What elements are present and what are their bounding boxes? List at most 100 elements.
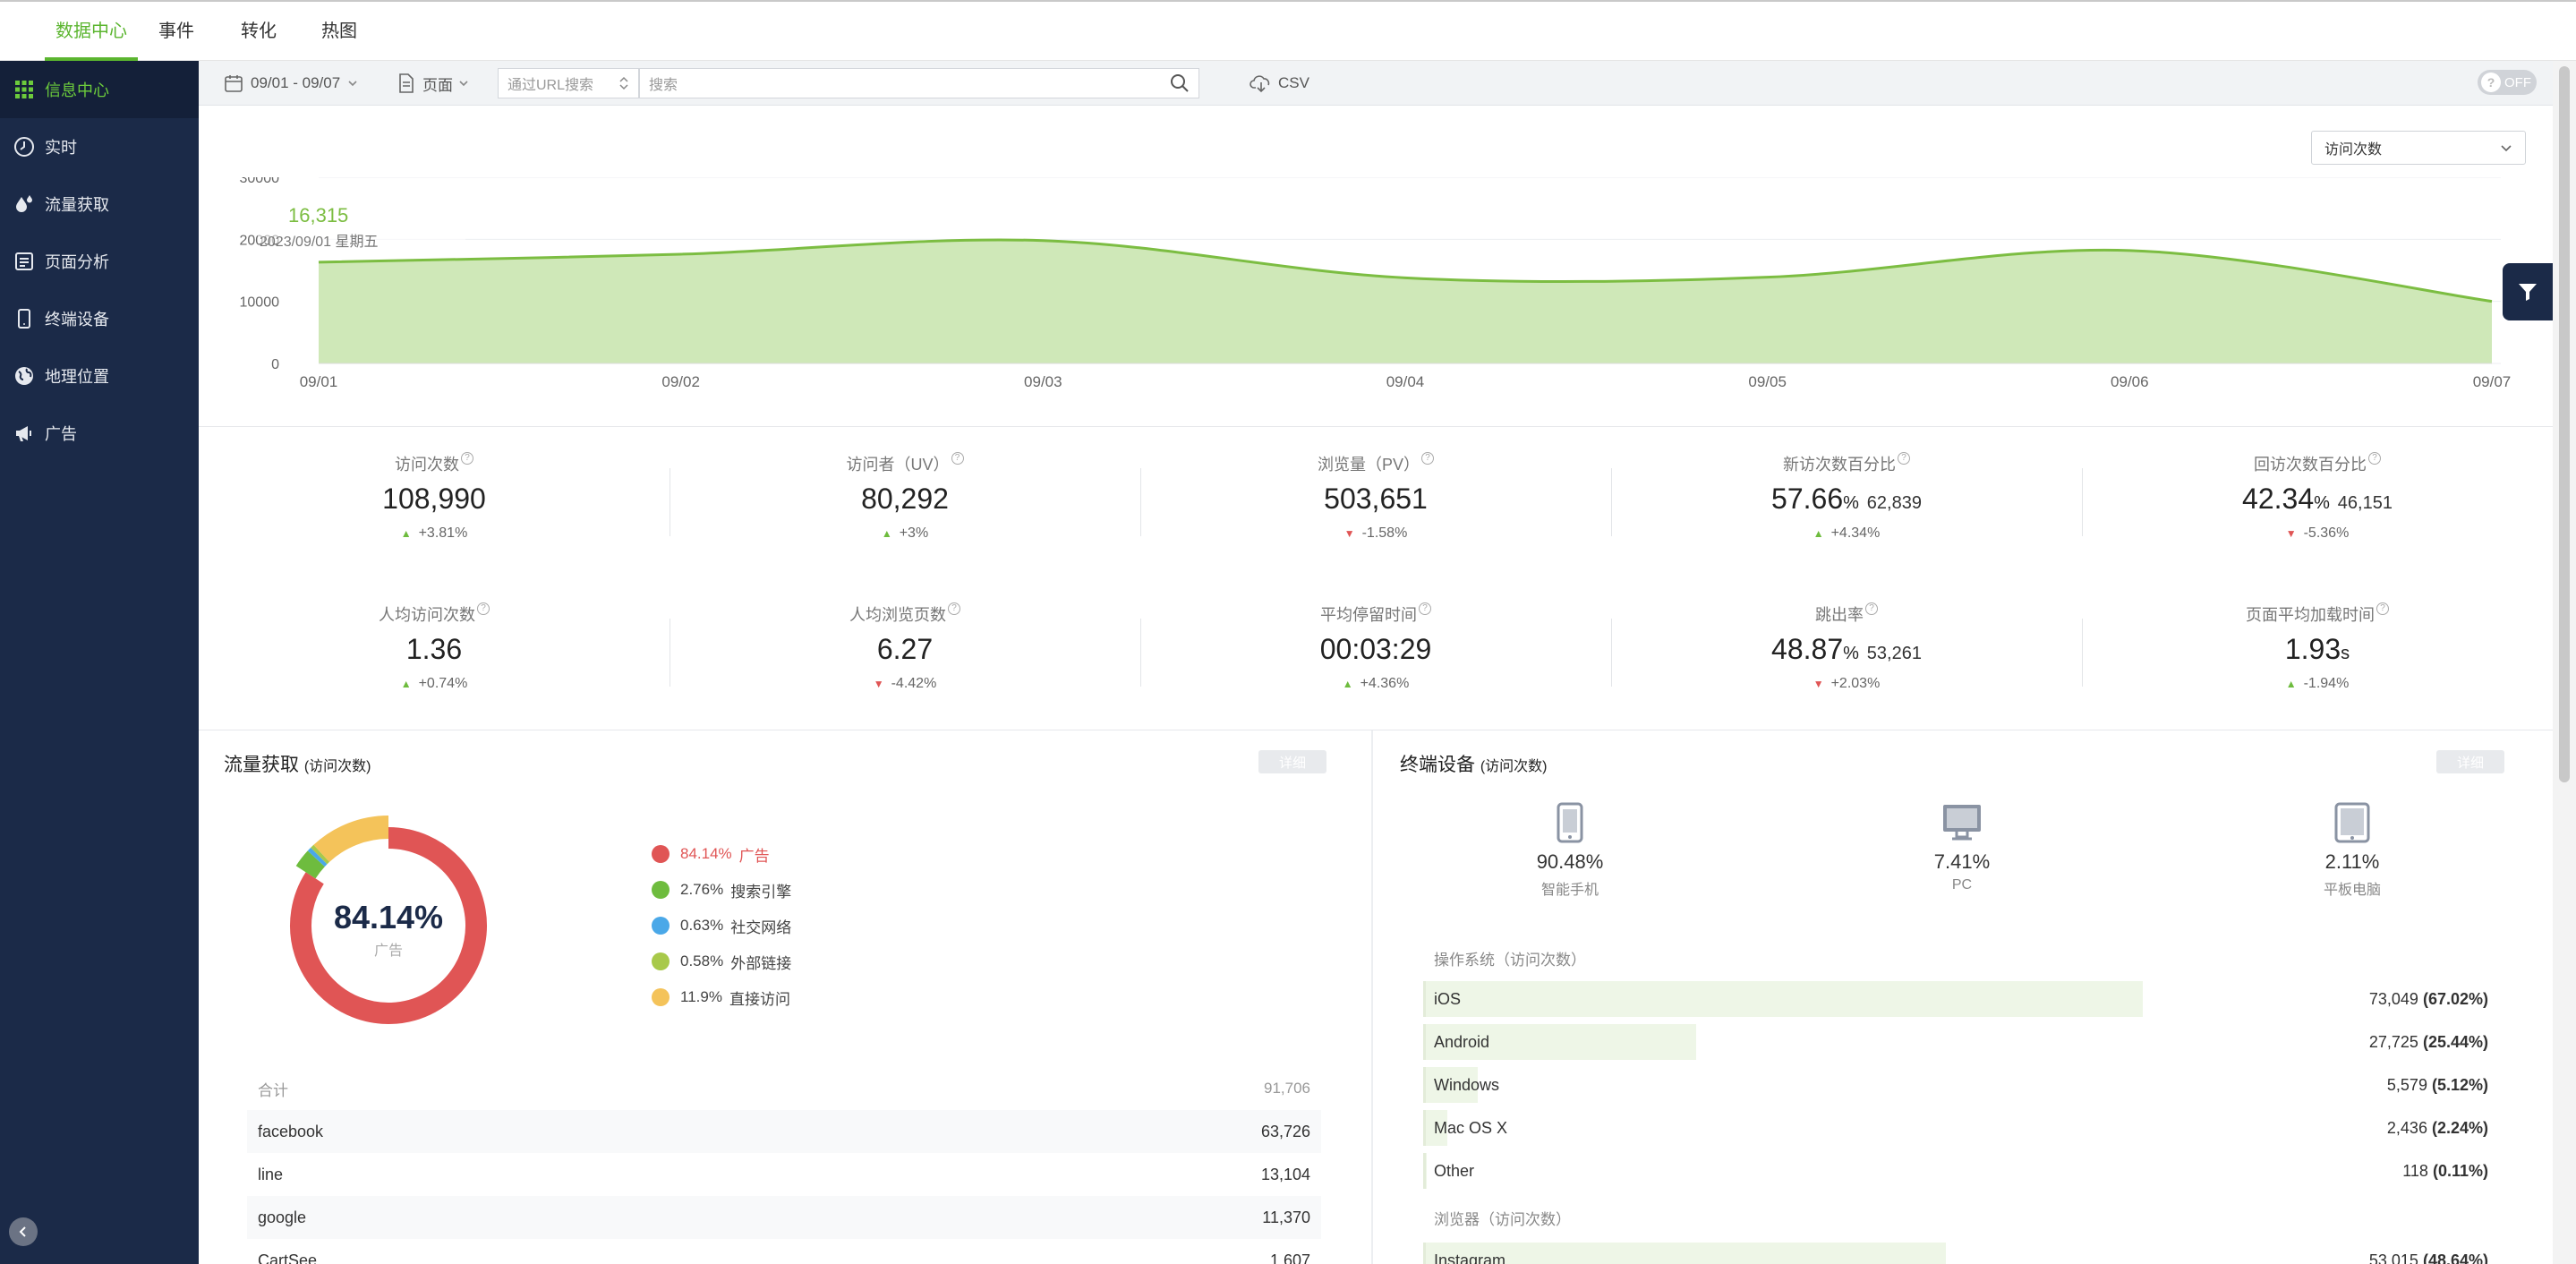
drops-icon	[13, 192, 36, 216]
x-tick-label: 09/06	[2111, 373, 2149, 390]
help-icon[interactable]: ?	[2376, 602, 2389, 615]
table-row[interactable]: CartSee 1,607	[247, 1239, 1321, 1264]
help-icon[interactable]: ?	[1865, 602, 1878, 615]
donut-slice[interactable]	[311, 844, 330, 865]
source-value: 11,370	[1262, 1208, 1310, 1226]
search-placeholder: 搜索	[649, 78, 678, 93]
x-tick-label: 09/01	[300, 373, 338, 390]
help-toggle-off[interactable]: ? OFF	[2478, 70, 2537, 95]
search-mode-value: 通过URL搜索	[508, 78, 594, 93]
spacer	[1859, 483, 1867, 515]
kpi-value-number: 503,651	[1324, 483, 1428, 515]
kpi-change-value: +0.74%	[418, 676, 468, 691]
page-scrollbar[interactable]	[2553, 61, 2576, 1264]
help-icon[interactable]: ?	[948, 602, 960, 615]
table-row[interactable]: google 11,370	[247, 1196, 1321, 1239]
kpi-value-number: 00:03:29	[1319, 633, 1432, 665]
legend-item[interactable]: 2.76% 搜索引擎	[652, 879, 791, 901]
table-row[interactable]: Mac OS X 2,436 (2.24%)	[1423, 1110, 2497, 1146]
help-icon[interactable]: ?	[1421, 452, 1434, 465]
row-name: Windows	[1434, 1076, 1500, 1094]
help-icon[interactable]: ?	[1419, 602, 1431, 615]
table-row[interactable]: Other 118 (0.11%)	[1423, 1153, 2497, 1189]
donut-slice[interactable]	[290, 827, 487, 1024]
kpi-change-value: +4.34%	[1830, 525, 1881, 541]
sidebar-item-traffic[interactable]: 流量获取	[0, 175, 199, 233]
kpi-change-value: +3.81%	[418, 525, 468, 541]
row-value: 2,436 (2.24%)	[2387, 1119, 2488, 1138]
table-row[interactable]: Instagram 53,015 (48.64%)	[1423, 1243, 2497, 1264]
kpi-label: 页面平均加载时间?	[2082, 602, 2553, 624]
arrow-up-icon: ▲	[2285, 678, 2297, 690]
row-count: 73,049	[2368, 990, 2418, 1008]
filter-button[interactable]	[2503, 263, 2553, 320]
table-row[interactable]: facebook 63,726	[247, 1110, 1321, 1153]
sidebar-item-label: 信息中心	[45, 81, 109, 99]
row-count: 5,579	[2386, 1076, 2427, 1094]
tab-conversion[interactable]: 转化	[241, 21, 277, 41]
tab-data-center[interactable]: 数据中心	[45, 2, 138, 61]
donut-center-value: 84.14%	[333, 899, 444, 935]
csv-export-button[interactable]: CSV	[1250, 70, 1309, 97]
device-type-card: 2.11% 平板电脑	[2263, 800, 2442, 899]
help-icon[interactable]: ?	[477, 602, 490, 615]
cloud-download-icon	[1250, 75, 1270, 93]
table-row[interactable]: line 13,104	[247, 1153, 1321, 1196]
search-input[interactable]: 搜索	[639, 68, 1199, 98]
scrollbar-thumb[interactable]	[2559, 66, 2570, 782]
page-dropdown-label: 页面	[422, 76, 453, 94]
sidebar: 信息中心 实时 流量获取 页面分析 终端设备 地理位置 广告	[0, 61, 199, 1264]
traffic-detail-button[interactable]: 详细	[1258, 750, 1326, 773]
tab-events[interactable]: 事件	[158, 21, 194, 41]
collapse-sidebar-button[interactable]	[9, 1217, 38, 1246]
sidebar-item-geo[interactable]: 地理位置	[0, 347, 199, 405]
search-mode-select[interactable]: 通过URL搜索	[498, 68, 639, 98]
table-row[interactable]: Android 27,725 (25.44%)	[1423, 1024, 2497, 1060]
kpi-change-value: -5.36%	[2303, 525, 2350, 541]
chart-tooltip-date: 2023/09/01 星期五	[260, 235, 379, 250]
metric-select[interactable]: 访问次数	[2311, 131, 2526, 165]
sidebar-item-page-analysis[interactable]: 页面分析	[0, 233, 199, 290]
row-pct: (48.64%)	[2422, 1251, 2488, 1264]
legend-item[interactable]: 84.14% 广告	[652, 843, 770, 865]
kpi-card: 访问次数? 108,990 ▲ +3.81%	[199, 452, 670, 542]
kpi-unit: %	[1843, 644, 1859, 663]
legend-item[interactable]: 0.63% 社交网络	[652, 915, 791, 936]
help-icon[interactable]: ?	[461, 452, 473, 465]
source-name: CartSee	[258, 1251, 318, 1264]
legend-item[interactable]: 11.9% 直接访问	[652, 986, 790, 1008]
kpi-sub-count: 62,839	[1866, 493, 1922, 513]
kpi-change-value: +4.36%	[1360, 676, 1410, 691]
share-bar	[1423, 981, 2144, 1017]
kpi-card: 浏览量（PV）? 503,651 ▼ -1.58%	[1140, 452, 1611, 542]
help-icon[interactable]: ?	[951, 452, 964, 465]
table-header-row: 合计 91,706	[247, 1067, 1321, 1110]
kpi-change: ▲ +3%	[670, 525, 1140, 542]
y-tick-label: 30000	[240, 177, 280, 186]
date-range-picker[interactable]: 09/01 - 09/07	[224, 70, 358, 97]
kpi-value: 00:03:29	[1140, 633, 1611, 669]
sidebar-item-realtime[interactable]: 实时	[0, 118, 199, 175]
table-row[interactable]: iOS 73,049 (67.02%)	[1423, 981, 2497, 1017]
row-name: Other	[1434, 1162, 1475, 1180]
source-name: google	[258, 1208, 307, 1226]
sidebar-item-info-center[interactable]: 信息中心	[0, 61, 199, 118]
tab-heatmap[interactable]: 热图	[321, 21, 357, 41]
page-dropdown[interactable]: 页面	[397, 70, 469, 97]
x-tick-label: 09/07	[2473, 373, 2512, 390]
sidebar-item-devices[interactable]: 终端设备	[0, 290, 199, 347]
kpi-value: 57.66% 62,839	[1611, 483, 2082, 518]
table-row[interactable]: Windows 5,579 (5.12%)	[1423, 1067, 2497, 1103]
help-icon[interactable]: ?	[1898, 452, 1910, 465]
total-value: 91,706	[1264, 1080, 1310, 1097]
help-icon[interactable]: ?	[2368, 452, 2381, 465]
donut-slice[interactable]	[295, 850, 326, 879]
donut-slice[interactable]	[313, 816, 389, 863]
search-icon[interactable]	[1170, 73, 1190, 93]
donut-slice[interactable]	[307, 847, 328, 867]
devices-detail-button[interactable]: 详细	[2436, 750, 2504, 773]
legend-item[interactable]: 0.58% 外部链接	[652, 951, 791, 972]
kpi-label: 访问次数?	[199, 452, 670, 474]
sidebar-item-ads[interactable]: 广告	[0, 405, 199, 462]
y-tick-label: 0	[271, 357, 279, 372]
